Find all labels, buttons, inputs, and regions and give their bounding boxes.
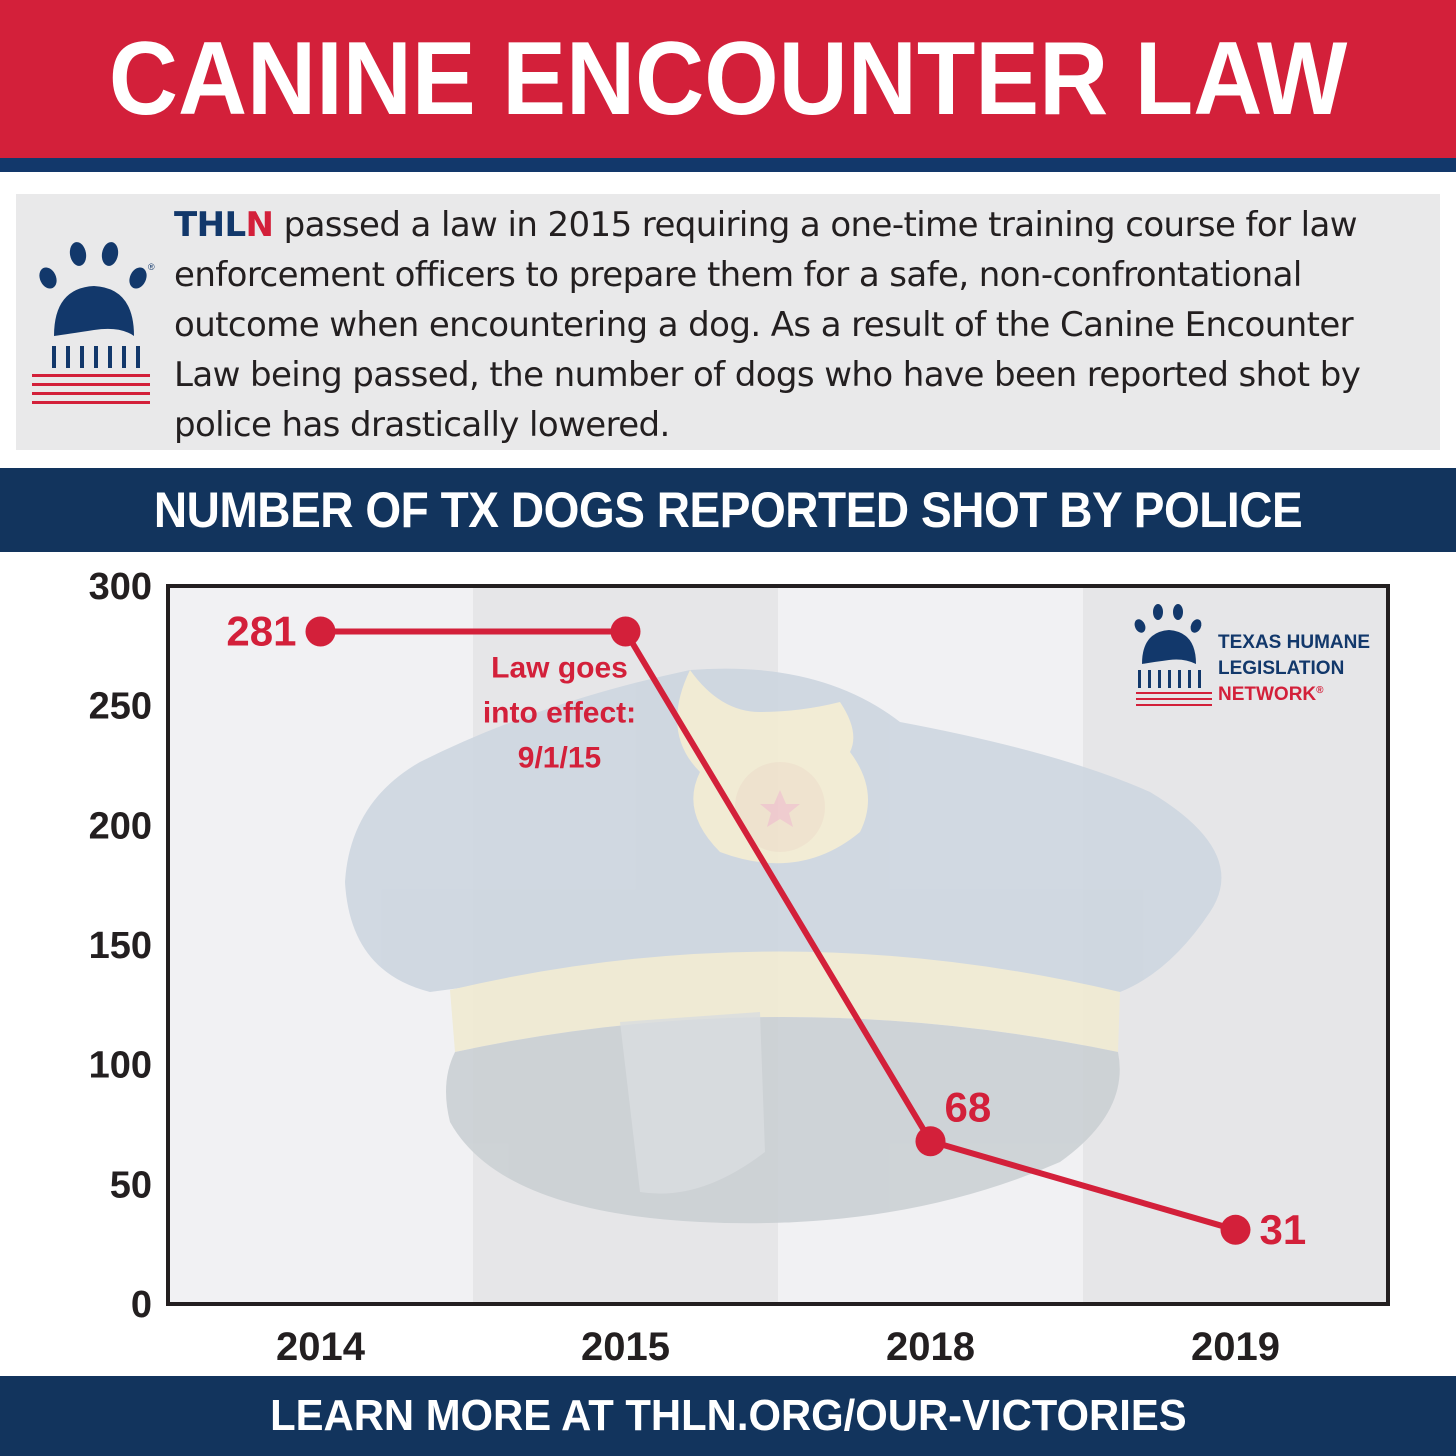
police-cap-icon [345,668,1222,1224]
data-point-2015 [610,616,641,647]
x-tick-label: 2018 [886,1325,975,1369]
y-tick-label: 300 [89,566,152,608]
header-banner: CANINE ENCOUNTER LAW [0,0,1456,158]
y-tick-label: 0 [131,1284,152,1326]
annotation-line: 9/1/15 [518,741,601,774]
footer-banner: LEARN MORE AT THLN.ORG/OUR-VICTORIES [0,1376,1456,1456]
intro-panel: ® THLN passed a law in 2015 requiring a … [16,194,1440,450]
brand-thl: THL [174,205,246,245]
data-label: 281 [226,607,296,654]
intro-text: passed a law in 2015 requiring a one-tim… [174,205,1361,445]
header-stripe [0,158,1456,172]
y-tick-label: 250 [89,686,152,728]
plot-frame [166,584,1390,1306]
thln-logo-icon [1134,604,1212,706]
thln-logo: TEXAS HUMANE LEGISLATION NETWORK® [1134,604,1370,706]
logo-line-2: LEGISLATION [1218,658,1344,679]
y-tick-label: 50 [110,1164,152,1206]
logo-network: NETWORK [1218,684,1316,705]
line-chart: 0 50 100 150 200 250 300 2014 2015 2018 2019 281 6… [89,566,1390,1369]
series-line: 281 68 31 [226,607,1306,1252]
law-annotation: Law goes into effect: 9/1/15 [483,651,636,774]
x-tick-label: 2019 [1191,1325,1280,1369]
chart-title-bar: NUMBER OF TX DOGS REPORTED SHOT BY POLIC… [0,468,1456,552]
brand-n: N [245,205,274,245]
annotation-line: Law goes [491,651,628,684]
chart-title: NUMBER OF TX DOGS REPORTED SHOT BY POLIC… [153,482,1303,538]
logo-line-1: TEXAS HUMANE [1218,632,1370,653]
intro-paragraph: THLN passed a law in 2015 requiring a on… [174,200,1424,450]
y-tick-label: 150 [89,925,152,967]
y-axis-ticks: 0 50 100 150 200 250 300 [89,566,152,1326]
x-tick-label: 2014 [276,1325,366,1369]
data-point-2019 [1220,1214,1251,1245]
page-title: CANINE ENCOUNTER LAW [108,21,1348,137]
data-point-2014 [305,616,336,647]
logo-registered-mark: ® [1316,685,1324,696]
x-tick-label: 2015 [581,1325,670,1369]
y-tick-label: 100 [89,1045,152,1087]
svg-text:®: ® [148,262,155,272]
series-path [320,628,1237,1233]
paw-capitol-icon: ® [32,242,155,404]
data-label: 68 [945,1083,992,1130]
logo-line-3: NETWORK® [1218,684,1324,705]
y-tick-label: 200 [89,805,152,847]
annotation-line: into effect: [483,696,636,729]
x-axis-ticks: 2014 2015 2018 2019 [276,1325,1280,1369]
footer-link-text[interactable]: LEARN MORE AT THLN.ORG/OUR-VICTORIES [269,1391,1187,1440]
data-label: 31 [1260,1206,1307,1253]
data-point-2018 [915,1126,946,1157]
